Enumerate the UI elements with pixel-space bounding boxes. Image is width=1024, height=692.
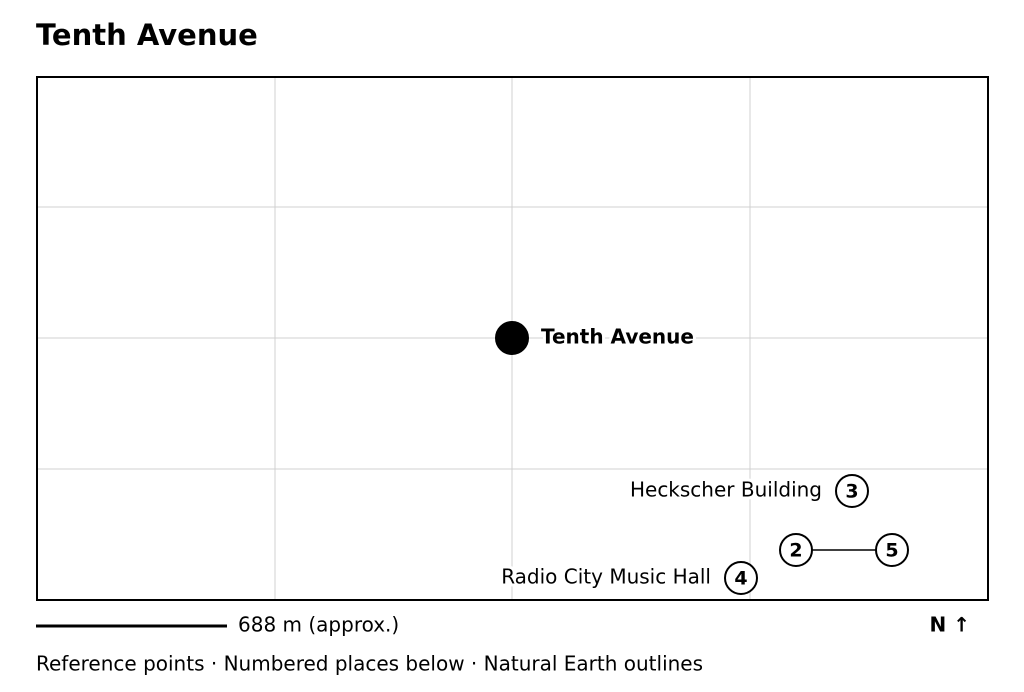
marker-number: 5 xyxy=(885,540,898,562)
marker-number: 4 xyxy=(734,568,747,590)
place-label: Tenth Avenue xyxy=(541,325,694,349)
place-marker xyxy=(875,533,909,567)
place-marker xyxy=(779,533,813,567)
footer-note: Reference points · Numbered places below… xyxy=(36,652,703,676)
place-marker xyxy=(724,561,758,595)
place-marker xyxy=(495,321,529,355)
place-marker xyxy=(835,474,869,508)
place-label: Radio City Music Hall xyxy=(501,565,711,589)
marker-number: 1 xyxy=(505,328,518,350)
place-label: Heckscher Building xyxy=(630,478,822,502)
map-title: Tenth Avenue xyxy=(36,18,258,52)
marker-number: 3 xyxy=(845,481,858,503)
map-border xyxy=(36,76,989,601)
marker-number: 2 xyxy=(789,540,802,562)
markers: Tenth Avenue 1 2 Heckscher Building 3 Radio C… xyxy=(495,321,909,595)
scale-label: 688 m (approx.) xyxy=(238,613,399,637)
north-arrow: N ↑ xyxy=(930,613,970,637)
